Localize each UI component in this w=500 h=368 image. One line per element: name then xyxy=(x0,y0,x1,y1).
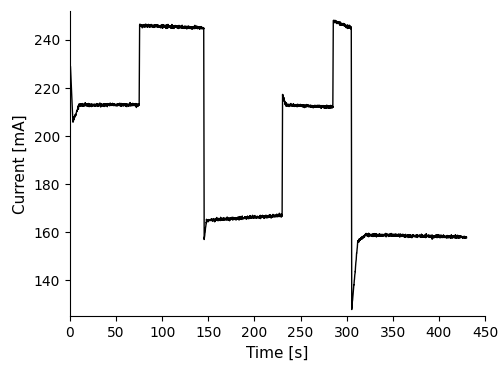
Y-axis label: Current [mA]: Current [mA] xyxy=(13,114,28,213)
X-axis label: Time [s]: Time [s] xyxy=(246,346,308,361)
